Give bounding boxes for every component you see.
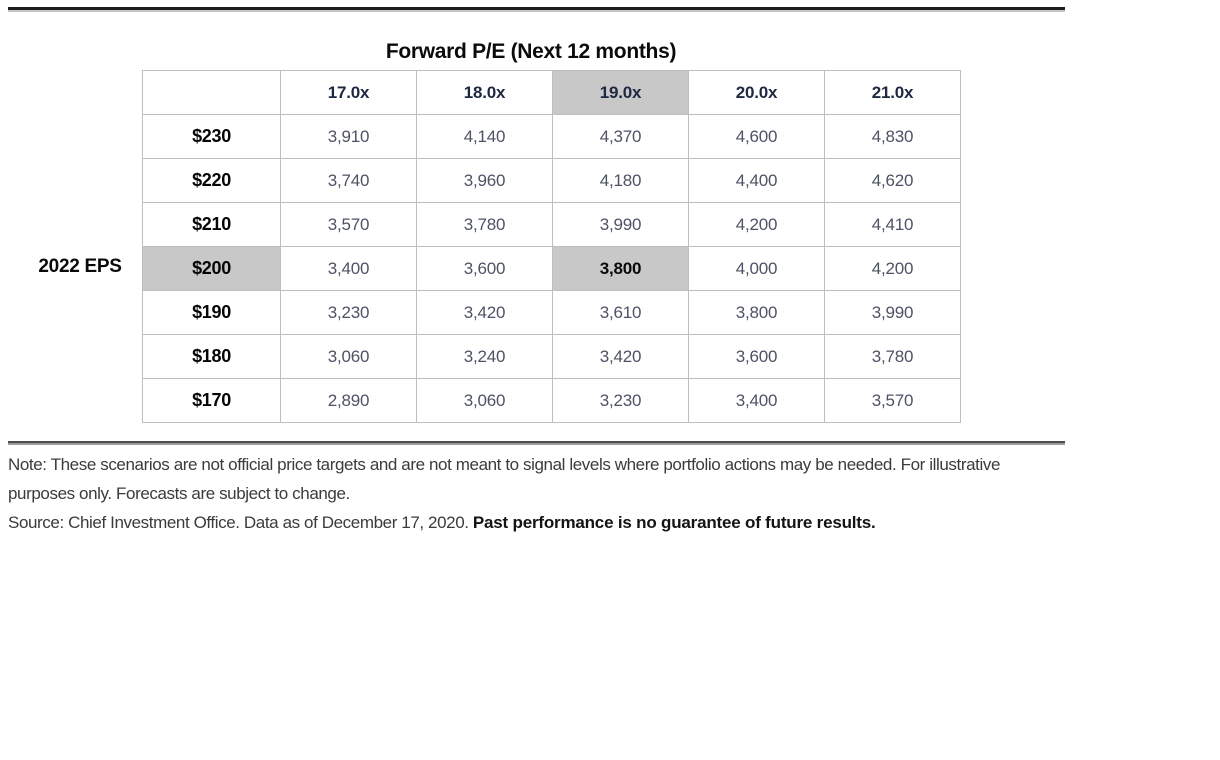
price-value-cell: 3,400 [688,378,825,423]
price-value-cell: 3,420 [552,334,689,379]
price-value-cell: 3,600 [688,334,825,379]
price-value-cell: 3,570 [280,202,417,247]
pe-header-cell-highlighted: 19.0x [552,70,689,115]
source-text: Source: Chief Investment Office. Data as… [8,513,473,532]
price-value-cell: 3,240 [416,334,553,379]
table-row-highlighted: $200 3,400 3,600 3,800 4,000 4,200 [142,246,961,291]
price-value-cell: 4,200 [824,246,961,291]
footnotes-block: Note: These scenarios are not official p… [8,450,1018,537]
pe-header-cell: 18.0x [416,70,553,115]
price-value-cell: 3,570 [824,378,961,423]
pe-header-cell: 17.0x [280,70,417,115]
price-value-cell: 3,060 [416,378,553,423]
price-value-cell: 4,600 [688,114,825,159]
price-value-cell: 4,620 [824,158,961,203]
eps-row-header: $180 [142,334,281,379]
source-line: Source: Chief Investment Office. Data as… [8,508,1018,537]
price-value-cell: 3,420 [416,290,553,335]
price-value-cell: 4,000 [688,246,825,291]
price-value-cell: 4,180 [552,158,689,203]
price-value-cell-highlighted: 3,800 [552,246,689,291]
price-value-cell: 4,200 [688,202,825,247]
pe-header-row: 17.0x 18.0x 19.0x 20.0x 21.0x [142,70,961,115]
table-row: $180 3,060 3,240 3,420 3,600 3,780 [142,334,961,379]
price-value-cell: 3,740 [280,158,417,203]
table-row: $170 2,890 3,060 3,230 3,400 3,570 [142,378,961,423]
eps-row-header-highlighted: $200 [142,246,281,291]
table-title: Forward P/E (Next 12 months) [385,40,677,63]
price-value-cell: 3,400 [280,246,417,291]
price-value-cell: 3,990 [824,290,961,335]
price-value-cell: 4,830 [824,114,961,159]
price-value-cell: 3,990 [552,202,689,247]
eps-row-header: $220 [142,158,281,203]
price-value-cell: 3,610 [552,290,689,335]
eps-row-header: $230 [142,114,281,159]
eps-row-header: $210 [142,202,281,247]
scenario-table: 17.0x 18.0x 19.0x 20.0x 21.0x $230 3,910… [142,70,961,423]
price-value-cell: 3,910 [280,114,417,159]
pe-header-cell: 21.0x [824,70,961,115]
eps-axis-label: 2022 EPS [38,256,122,277]
corner-cell [142,70,281,115]
source-bold-text: Past performance is no guarantee of futu… [472,513,876,532]
table-row: $220 3,740 3,960 4,180 4,400 4,620 [142,158,961,203]
price-value-cell: 4,410 [824,202,961,247]
price-value-cell: 3,780 [416,202,553,247]
pe-header-cell: 20.0x [688,70,825,115]
eps-row-header: $190 [142,290,281,335]
price-value-cell: 3,600 [416,246,553,291]
price-value-cell: 3,230 [280,290,417,335]
bottom-rule-divider [8,441,1065,445]
price-value-cell: 3,800 [688,290,825,335]
price-value-cell: 4,140 [416,114,553,159]
price-value-cell: 2,890 [280,378,417,423]
price-value-cell: 3,780 [824,334,961,379]
price-value-cell: 3,060 [280,334,417,379]
price-value-cell: 3,960 [416,158,553,203]
table-row: $190 3,230 3,420 3,610 3,800 3,990 [142,290,961,335]
price-value-cell: 4,400 [688,158,825,203]
table-row: $230 3,910 4,140 4,370 4,600 4,830 [142,114,961,159]
eps-row-header: $170 [142,378,281,423]
table-row: $210 3,570 3,780 3,990 4,200 4,410 [142,202,961,247]
top-rule-divider [8,7,1065,12]
price-value-cell: 4,370 [552,114,689,159]
price-value-cell: 3,230 [552,378,689,423]
note-text: Note: These scenarios are not official p… [8,455,1001,503]
